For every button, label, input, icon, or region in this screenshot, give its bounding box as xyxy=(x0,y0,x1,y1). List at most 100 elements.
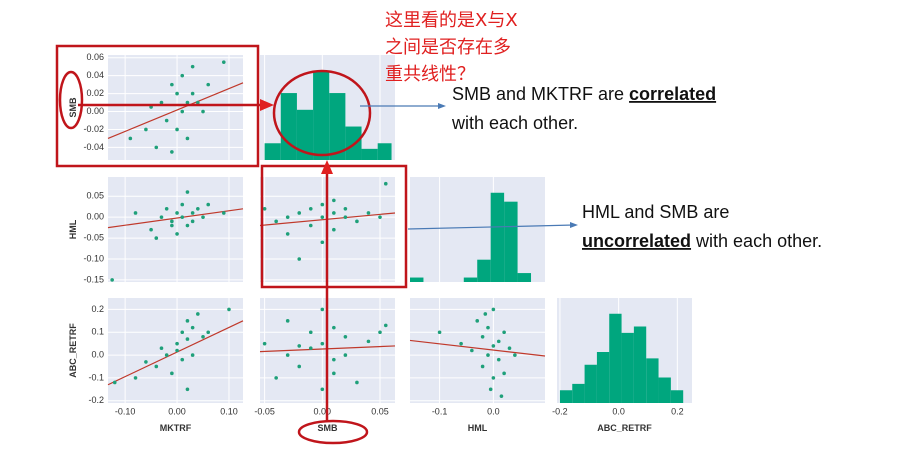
point xyxy=(149,227,153,232)
pointer-line xyxy=(407,224,575,230)
fit-line xyxy=(107,320,244,386)
histogram-bar xyxy=(329,93,346,160)
y-axis-label: HML xyxy=(68,219,78,239)
histogram-bar xyxy=(377,143,392,160)
arrowhead xyxy=(438,103,446,109)
point xyxy=(480,364,485,369)
arrowhead xyxy=(260,99,274,111)
y-tick-label: 0.00 xyxy=(86,212,104,222)
point xyxy=(488,387,493,392)
x-tick-label: 0.2 xyxy=(671,406,684,416)
point xyxy=(190,219,195,224)
histogram-bar xyxy=(264,143,281,160)
point xyxy=(378,215,382,219)
panel xyxy=(107,298,244,403)
point xyxy=(159,215,164,219)
point xyxy=(383,181,388,186)
point xyxy=(201,109,205,114)
point xyxy=(320,387,325,392)
point xyxy=(320,202,325,207)
point xyxy=(437,330,442,335)
point xyxy=(366,211,371,215)
point xyxy=(201,215,205,219)
point xyxy=(308,206,313,211)
x-tick-label: 0.0 xyxy=(612,406,625,416)
x-tick-label: 0.10 xyxy=(220,406,238,416)
y-axis-label: SMB xyxy=(68,97,78,118)
histogram-bar xyxy=(621,332,634,403)
x-tick-label: -0.05 xyxy=(254,406,275,416)
y-tick-label: 0.1 xyxy=(91,327,104,337)
x-tick-label: 0.00 xyxy=(168,406,186,416)
arrowhead xyxy=(570,222,578,228)
point xyxy=(175,91,179,96)
y-tick-label: -0.10 xyxy=(83,253,104,263)
x-axis-label: ABC_RETRF xyxy=(597,423,652,433)
point xyxy=(355,380,359,385)
x-tick-label: -0.10 xyxy=(115,406,136,416)
arrowhead xyxy=(321,160,333,174)
point xyxy=(480,335,485,339)
point xyxy=(499,394,504,398)
point xyxy=(170,371,174,376)
panel xyxy=(410,177,545,282)
highlight-circle xyxy=(297,419,369,445)
point xyxy=(507,346,512,351)
panel xyxy=(557,298,692,403)
point xyxy=(332,371,336,376)
point xyxy=(180,330,185,335)
point xyxy=(262,206,267,211)
point xyxy=(285,353,290,357)
histogram-bar xyxy=(559,390,573,403)
point xyxy=(297,211,302,215)
point xyxy=(308,223,313,228)
point xyxy=(164,118,169,123)
point xyxy=(170,223,174,228)
point xyxy=(180,109,185,114)
histogram-bar xyxy=(609,313,622,403)
point xyxy=(159,100,164,105)
point xyxy=(502,371,506,376)
point xyxy=(144,360,148,364)
point xyxy=(133,376,138,380)
histogram-bar xyxy=(361,148,378,160)
point xyxy=(470,348,474,353)
point xyxy=(206,330,211,335)
histogram-bar xyxy=(463,277,478,282)
point xyxy=(308,330,313,335)
point xyxy=(190,91,195,96)
point xyxy=(154,145,159,150)
point xyxy=(185,136,190,141)
x-axis-label: HML xyxy=(468,423,488,433)
point xyxy=(343,206,348,211)
point xyxy=(366,339,371,344)
y-tick-label: -0.05 xyxy=(83,232,104,242)
y-tick-label: -0.15 xyxy=(83,274,104,284)
point xyxy=(180,357,185,362)
point xyxy=(206,82,211,87)
point xyxy=(262,341,267,346)
point xyxy=(475,319,480,323)
point xyxy=(164,353,169,357)
point xyxy=(201,335,205,339)
point xyxy=(175,127,179,132)
y-tick-label: 0.2 xyxy=(91,304,104,314)
point xyxy=(180,73,185,78)
histogram-bar xyxy=(490,192,505,282)
point xyxy=(332,325,336,330)
point xyxy=(154,364,159,369)
highlight-circle xyxy=(58,70,84,130)
histogram-bar xyxy=(584,364,597,403)
annotation-text: 之间是否存在多 xyxy=(385,37,511,58)
point xyxy=(185,387,190,392)
histogram-bar xyxy=(296,109,314,160)
point xyxy=(159,346,164,351)
histogram-bar xyxy=(477,259,491,282)
y-tick-label: 0.00 xyxy=(86,106,104,116)
histogram-bar xyxy=(313,70,330,160)
point xyxy=(196,100,200,105)
point xyxy=(128,136,133,141)
callout-text: SMB and MKTRF are xyxy=(452,84,629,104)
point xyxy=(502,330,506,335)
point xyxy=(185,190,190,194)
